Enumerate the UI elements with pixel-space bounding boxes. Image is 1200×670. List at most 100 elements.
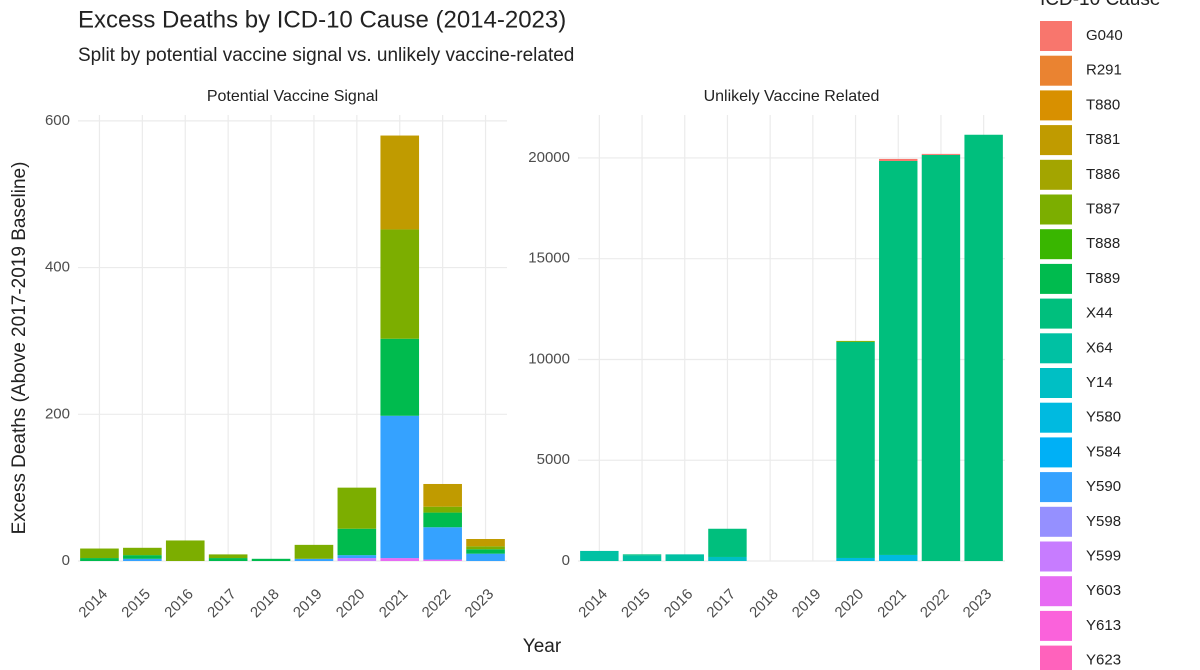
- bar-segment: [466, 553, 505, 561]
- bar-segment: [380, 558, 420, 561]
- bar-segment: [921, 153, 961, 155]
- legend-label: T889: [1086, 270, 1120, 287]
- x-tick-label: 2021: [376, 586, 412, 622]
- bar-segment: [964, 134, 1003, 562]
- legend-swatch: [1040, 333, 1072, 364]
- legend-label: X64: [1086, 339, 1113, 356]
- x-tick-label: 2015: [618, 586, 654, 622]
- legend-swatch: [1040, 90, 1072, 121]
- y-tick-label: 10000: [528, 350, 570, 367]
- bar-segment: [423, 483, 462, 507]
- x-axis-label: Year: [523, 636, 562, 657]
- legend-title: ICD-10 Cause: [1040, 0, 1160, 10]
- bar-segment: [123, 558, 162, 561]
- bar-segment: [337, 487, 377, 529]
- legend-label: Y584: [1086, 443, 1121, 460]
- bar-segment: [466, 546, 505, 550]
- legend-swatch: [1040, 194, 1072, 225]
- x-tick-label: 2018: [746, 586, 782, 622]
- bar-segment: [123, 555, 162, 559]
- legend-swatch: [1040, 576, 1072, 607]
- legend-label: T881: [1086, 131, 1120, 148]
- bar-segment: [423, 527, 462, 560]
- bar-segment: [165, 540, 205, 561]
- y-tick-label: 0: [562, 552, 570, 569]
- y-tick-label: 20000: [528, 149, 570, 166]
- bar-segment: [879, 554, 918, 561]
- x-tick-label: 2020: [333, 586, 369, 622]
- x-tick-label: 2014: [75, 586, 111, 622]
- x-tick-label: 2015: [118, 586, 154, 622]
- x-tick-label: 2022: [419, 586, 455, 622]
- panel-title: Potential Vaccine Signal: [207, 88, 378, 105]
- bar-segment: [622, 554, 662, 556]
- y-tick-label: 15000: [528, 250, 570, 267]
- bar-segment: [208, 554, 248, 559]
- legend-label: Y14: [1086, 374, 1113, 391]
- chart-title: Excess Deaths by ICD-10 Cause (2014-2023…: [78, 6, 566, 33]
- legend-label: Y580: [1086, 409, 1121, 426]
- legend-swatch: [1040, 298, 1072, 329]
- legend-swatch: [1040, 402, 1072, 433]
- legend-swatch: [1040, 368, 1072, 398]
- legend-swatch: [1040, 55, 1072, 86]
- y-tick-label: 200: [45, 405, 70, 422]
- bar-segment: [80, 558, 119, 561]
- x-tick-label: 2017: [703, 586, 739, 622]
- bar-segment: [423, 559, 462, 561]
- bar-segment: [251, 558, 291, 561]
- legend-label: T887: [1086, 200, 1120, 217]
- y-tick-label: 400: [45, 259, 70, 276]
- bar-segment: [423, 506, 462, 513]
- bar-segment: [423, 512, 462, 528]
- legend-label: Y603: [1086, 582, 1121, 599]
- legend-swatch: [1040, 437, 1072, 468]
- bar-segment: [337, 558, 377, 561]
- legend-swatch: [1040, 229, 1072, 260]
- bar-segment: [836, 557, 875, 561]
- x-tick-label: 2017: [204, 586, 240, 622]
- legend-label: T886: [1086, 166, 1120, 183]
- bar-segment: [466, 549, 505, 554]
- bar-segment: [836, 341, 875, 558]
- y-tick-label: 600: [45, 112, 70, 129]
- bar-segment: [337, 555, 377, 559]
- x-tick-label: 2018: [247, 586, 283, 622]
- legend-label: T888: [1086, 235, 1120, 252]
- bar-segment: [665, 554, 704, 561]
- legend-swatch: [1040, 159, 1072, 190]
- legend-label: Y598: [1086, 513, 1121, 530]
- bar-segment: [622, 555, 662, 561]
- x-tick-label: 2021: [874, 586, 910, 622]
- legend-swatch: [1040, 21, 1072, 51]
- legend-label: Y590: [1086, 478, 1121, 495]
- legend-swatch: [1040, 263, 1072, 294]
- x-tick-label: 2016: [661, 586, 697, 622]
- x-tick-label: 2023: [960, 586, 996, 622]
- bar-segment: [380, 415, 420, 559]
- bar-segment: [380, 135, 420, 230]
- x-tick-label: 2019: [789, 586, 825, 622]
- bar-segment: [466, 538, 505, 547]
- y-axis-label: Excess Deaths (Above 2017-2019 Baseline): [9, 162, 30, 535]
- bar-segment: [80, 548, 119, 559]
- legend-label: R291: [1086, 62, 1122, 79]
- legend-label: X44: [1086, 305, 1113, 322]
- legend-label: G040: [1086, 27, 1123, 44]
- y-tick-label: 5000: [537, 451, 570, 468]
- bar-segment: [708, 556, 747, 561]
- legend-label: Y623: [1086, 652, 1121, 669]
- bar-segment: [294, 558, 334, 561]
- bar-segment: [836, 340, 875, 342]
- legend-swatch: [1040, 645, 1072, 670]
- legend-label: T880: [1086, 96, 1120, 113]
- panel-title: Unlikely Vaccine Related: [704, 88, 880, 105]
- y-tick-label: 0: [62, 552, 70, 569]
- bar-segment: [123, 547, 162, 556]
- bar-segment: [879, 158, 918, 161]
- x-tick-label: 2020: [832, 586, 868, 622]
- bar-segment: [208, 558, 248, 561]
- x-tick-label: 2014: [575, 586, 611, 622]
- bar-segment: [294, 544, 334, 559]
- legend-swatch: [1040, 541, 1072, 572]
